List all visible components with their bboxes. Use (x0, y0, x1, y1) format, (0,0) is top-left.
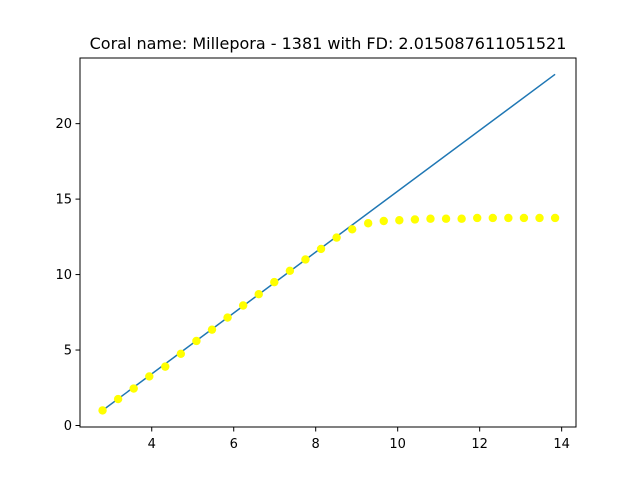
scatter-point-16 (347, 225, 357, 234)
scatter-point-22 (441, 214, 451, 223)
x-axis-ticks: 4 6 8 10 12 14 (148, 427, 570, 452)
scatter-point-23 (457, 214, 466, 223)
x-tick-label: 10 (389, 437, 406, 452)
x-tick-label: 4 (148, 437, 156, 452)
scatter-point-15 (332, 233, 341, 242)
y-tick-label: 10 (55, 268, 72, 283)
chart-title: Coral name: Millepora - 1381 with FD: 2.… (90, 34, 567, 53)
scatter-point-4 (161, 362, 170, 371)
x-tick-label: 12 (471, 437, 488, 452)
scatter-point-21 (426, 214, 435, 223)
y-tick-label: 15 (55, 193, 72, 208)
scatter-point-5 (176, 349, 186, 358)
scatter-point-10 (254, 289, 263, 299)
x-tick-label: 14 (553, 437, 570, 452)
scatter-point-18 (379, 216, 388, 226)
scatter-point-17 (363, 219, 373, 228)
y-tick-label: 20 (55, 117, 72, 132)
y-tick-label: 5 (64, 344, 72, 359)
scatter-point-20 (410, 215, 420, 224)
scatter-point-25 (488, 213, 497, 223)
scatter-point-8 (223, 313, 232, 322)
scatter-point-29 (550, 213, 560, 223)
scatter-point-24 (473, 213, 482, 223)
scatter-point-14 (316, 244, 326, 254)
scatter-point-1 (113, 394, 123, 404)
scatter-point-19 (395, 216, 404, 225)
scatter-point-2 (129, 384, 138, 393)
scatter-point-28 (535, 213, 544, 223)
y-axis-ticks: 0 5 10 15 20 (55, 117, 80, 434)
scatter-point-9 (238, 301, 248, 310)
scatter-point-6 (192, 336, 201, 346)
scatter-point-26 (504, 213, 513, 223)
x-tick-label: 8 (312, 437, 320, 452)
scatter-points-layer (98, 213, 560, 415)
scatter-point-7 (207, 325, 217, 334)
scatter-point-12 (285, 266, 295, 275)
scatter-point-0 (98, 406, 107, 415)
scatter-point-11 (270, 277, 279, 287)
x-tick-label: 6 (230, 437, 238, 452)
fit-line-layer (102, 73, 556, 412)
scatter-point-27 (519, 213, 529, 223)
scatter-point-3 (145, 372, 154, 381)
fit-line (102, 73, 556, 412)
scatter-point-13 (301, 255, 310, 264)
axes-frame (79, 57, 577, 428)
y-tick-label: 0 (64, 419, 72, 434)
